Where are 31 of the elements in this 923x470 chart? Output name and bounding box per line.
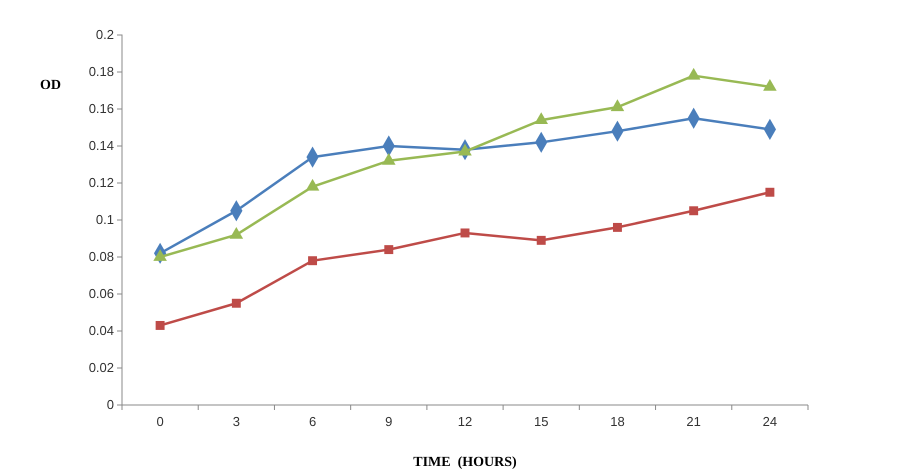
y-tick-label: 0.12	[88, 175, 114, 190]
x-tick-label: 6	[308, 414, 316, 430]
point	[612, 222, 622, 232]
x-tick-label: 18	[610, 414, 625, 430]
point	[689, 206, 698, 216]
point	[232, 298, 241, 308]
x-tick-label: 3	[232, 414, 240, 430]
x-tick-label: 0	[156, 414, 164, 430]
point	[308, 256, 318, 266]
point	[460, 228, 470, 238]
y-tick-label: 0.18	[88, 64, 114, 80]
x-axis-title: TIME (HOURS)	[413, 455, 518, 470]
point	[536, 236, 546, 245]
y-tick-label: 0.02	[88, 360, 114, 376]
y-tick-label: 0.1	[96, 212, 114, 228]
y-tick-label: 0.2	[96, 27, 114, 42]
x-tick-label: 24	[762, 414, 778, 430]
y-tick-label: 0.06	[88, 286, 114, 302]
point	[765, 188, 774, 197]
y-tick-label: 0.16	[88, 101, 114, 116]
point	[384, 245, 394, 254]
x-tick-label: 12	[458, 414, 472, 430]
y-axis-title: OD	[40, 78, 61, 93]
x-tick-label: 15	[534, 414, 548, 430]
point	[156, 320, 165, 330]
y-tick-label: 0.08	[88, 249, 114, 264]
y-tick-label: 0.04	[88, 323, 114, 338]
y-tick-label: 0	[106, 397, 114, 412]
y-tick-label: 0.14	[88, 138, 114, 154]
x-tick-label: 9	[385, 414, 392, 430]
x-tick-label: 21	[686, 414, 701, 430]
